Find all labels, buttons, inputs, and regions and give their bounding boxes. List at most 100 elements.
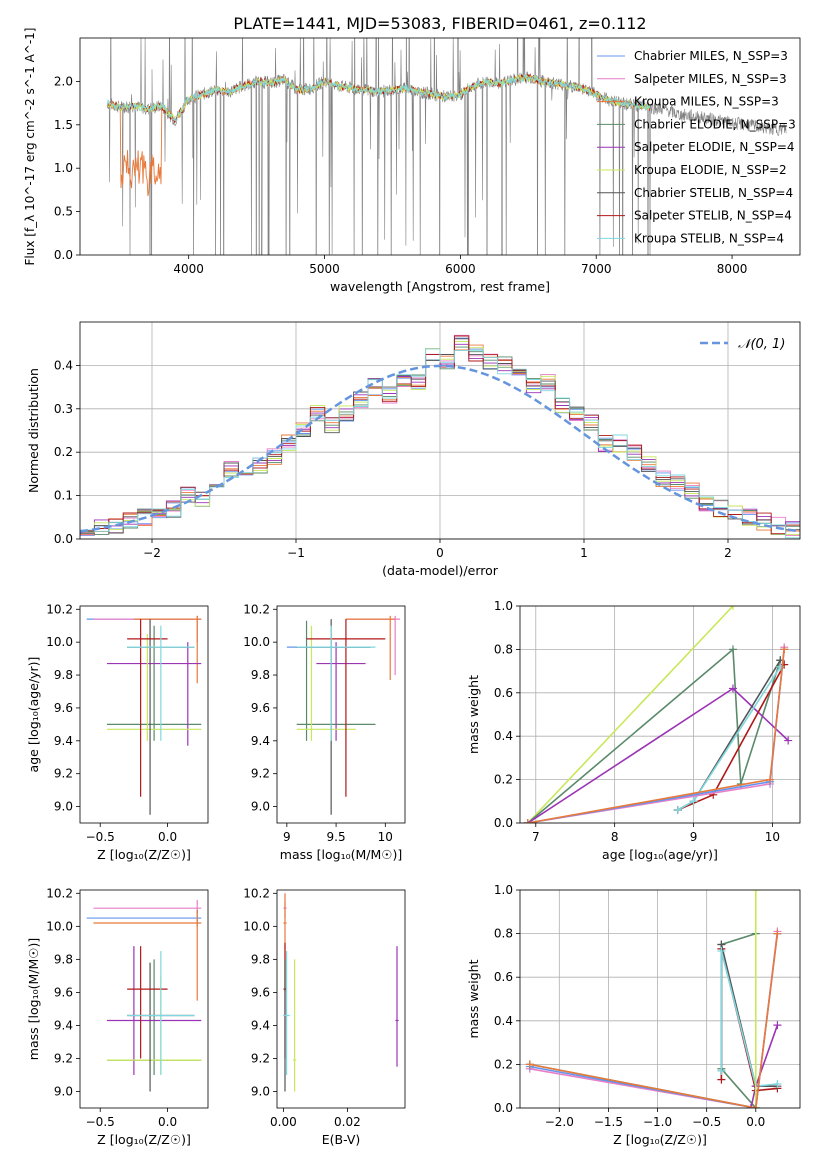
y-tick-label: 0.4 [494, 729, 513, 743]
series-marker [673, 805, 682, 814]
x-tick-label: −2.0 [545, 1115, 574, 1129]
x-axis-label: age [log₁₀(age/yr)] [602, 847, 718, 862]
series-marker [784, 736, 793, 745]
y-axis-label: Normed distribution [26, 368, 41, 493]
x-tick-label: 8000 [717, 262, 748, 276]
y-tick-label: 0.4 [494, 1014, 513, 1028]
legend-label: Kroupa ELODIE, N_SSP=2 [634, 163, 787, 177]
y-axis-label: mass weight [466, 675, 481, 754]
y-tick-label: 9.2 [251, 1051, 270, 1065]
y-tick-label: 9.6 [54, 701, 73, 715]
x-tick-label: 1 [580, 546, 588, 560]
model-line-kroupa_stelib [106, 73, 651, 122]
series-marker [746, 1104, 755, 1108]
y-tick-label: 1.5 [54, 118, 73, 132]
y-tick-label: 0.2 [494, 1057, 513, 1071]
y-tick-label: 0.2 [54, 445, 73, 459]
x-tick-label: −2 [143, 546, 161, 560]
series-marker [728, 645, 737, 654]
plot-area [80, 334, 800, 539]
axes-frame [519, 889, 801, 1109]
x-tick-label: 5000 [309, 262, 340, 276]
series-marker [766, 775, 775, 784]
x-tick-label: 4000 [173, 262, 204, 276]
chart-ebv-mass: 0.00 0.02 9.0 9.2 9.4 9.6 9.8 10.0 10.2 E(B-V) [243, 886, 406, 1147]
y-tick-label: 10.0 [243, 919, 270, 933]
x-tick-label: 0.0 [746, 1115, 765, 1129]
x-tick-label: 10 [765, 830, 780, 844]
plot-area [86, 615, 202, 815]
chart-z-massweight: −2.0 −1.5 −1.0 −0.5 0.0 0.0 0.2 0.4 0.6 0.8 1.0 Z [… [466, 883, 801, 1147]
chart-spectrum: Chabrier MILES, N_SSP=3 Salpeter MILES, N… [23, 28, 801, 294]
x-tick-label: 9 [690, 830, 698, 844]
y-tick-label: 0.0 [54, 248, 73, 262]
y-tick-label: 0.5 [54, 205, 73, 219]
legend-label: Salpeter ELODIE, N_SSP=4 [634, 140, 795, 154]
y-tick-label: 9.4 [251, 734, 270, 748]
series-marker [717, 947, 726, 956]
y-tick-label: 1.0 [54, 161, 73, 175]
y-tick-label: 9.8 [54, 668, 73, 682]
y-tick-label: 1.0 [494, 883, 513, 897]
y-tick-label: 10.0 [46, 919, 73, 933]
y-tick-label: 9.0 [251, 800, 270, 814]
y-tick-label: 9.6 [54, 985, 73, 999]
series-marker [728, 684, 737, 693]
x-tick-label: 10 [378, 830, 393, 844]
y-tick-label: 0.8 [494, 927, 513, 941]
series-marker [523, 819, 532, 823]
y-axis-label: age [log₁₀(age/yr)] [26, 657, 41, 773]
x-axis-label: (data-model)/error [382, 563, 499, 578]
y-tick-label: 10.2 [46, 602, 73, 616]
y-tick-label: 0.0 [494, 816, 513, 830]
series-line-kroupa_miles [529, 933, 779, 1108]
normal-curve [80, 364, 800, 533]
axes-frame [79, 605, 209, 824]
y-tick-label: 10.2 [46, 886, 73, 900]
x-axis-label: wavelength [Angstrom, rest frame] [330, 279, 550, 294]
series-line-kroupa_elodie [527, 606, 734, 823]
y-axis-label: mass [log₁₀(M/M☉)] [26, 938, 41, 1060]
histogram-step-kroupa_stelib [80, 348, 800, 539]
y-tick-label: 9.2 [54, 1051, 73, 1065]
y-tick-label: 9.2 [54, 767, 73, 781]
series-marker [689, 797, 698, 806]
y-tick-label: 0.6 [494, 686, 513, 700]
series-marker [773, 929, 782, 938]
x-tick-label: 0.00 [270, 1115, 297, 1129]
y-tick-label: 0.0 [54, 532, 73, 546]
y-tick-label: 9.8 [251, 952, 270, 966]
y-tick-label: 0.2 [494, 773, 513, 787]
x-tick-label: 7000 [581, 262, 612, 276]
series-marker [773, 1021, 782, 1030]
plot-area [283, 893, 399, 1092]
y-axis-label: Flux [f_λ 10^-17 erg cm^-2 s^-1 A^-1] [23, 28, 37, 266]
series-marker [728, 606, 737, 610]
y-tick-label: 10.0 [46, 635, 73, 649]
chart-residuals: 𝒩(0, 1) −2 −1 0 1 2 0.0 0.1 0.2 0.3 0.4 (data-model… [26, 321, 801, 578]
y-tick-label: 9.0 [251, 1084, 270, 1098]
plot-area [525, 890, 782, 1108]
legend-label: Kroupa MILES, N_SSP=3 [634, 95, 779, 109]
x-axis-label: Z [log₁₀(Z/Z☉)] [97, 1132, 191, 1147]
x-tick-label: 2 [724, 546, 732, 560]
x-tick-label: −0.5 [86, 1115, 115, 1129]
axes-frame [79, 37, 801, 256]
x-tick-label: 0.0 [158, 830, 177, 844]
figure-title: PLATE=1441, MJD=53083, FIBERID=0461, z=0… [233, 14, 646, 33]
x-tick-label: 8 [611, 830, 619, 844]
series-line-salpeter_stelib [720, 948, 778, 1092]
y-tick-label: 9.8 [251, 668, 270, 682]
legend-label: Chabrier MILES, N_SSP=3 [634, 49, 788, 63]
x-tick-label: 0 [436, 546, 444, 560]
series-line-kroupa_stelib [720, 950, 778, 1088]
x-axis-label: E(B-V) [322, 1132, 361, 1147]
y-axis-label: mass weight [466, 959, 481, 1038]
plot-area [106, 38, 787, 255]
y-tick-label: 2.0 [54, 74, 73, 88]
series-line-chabrier_elodie [527, 647, 782, 823]
series-marker [717, 1066, 726, 1075]
x-tick-label: −1 [287, 546, 305, 560]
x-tick-label: −1.5 [594, 1115, 623, 1129]
